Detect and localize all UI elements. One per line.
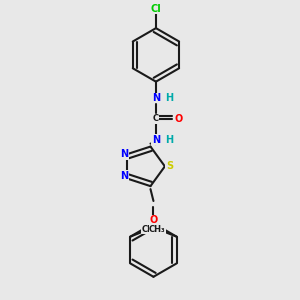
Text: O: O bbox=[174, 114, 182, 124]
Text: Cl: Cl bbox=[151, 4, 161, 14]
Text: N: N bbox=[120, 171, 128, 181]
Text: C: C bbox=[153, 114, 159, 123]
Text: S: S bbox=[166, 161, 173, 171]
Text: CH₃: CH₃ bbox=[141, 225, 158, 234]
Text: N: N bbox=[120, 149, 128, 159]
Text: H: H bbox=[165, 135, 173, 145]
Text: N: N bbox=[152, 93, 160, 103]
Text: N: N bbox=[152, 135, 160, 145]
Text: CH₃: CH₃ bbox=[149, 225, 166, 234]
Text: H: H bbox=[165, 93, 173, 103]
Text: O: O bbox=[149, 215, 158, 225]
